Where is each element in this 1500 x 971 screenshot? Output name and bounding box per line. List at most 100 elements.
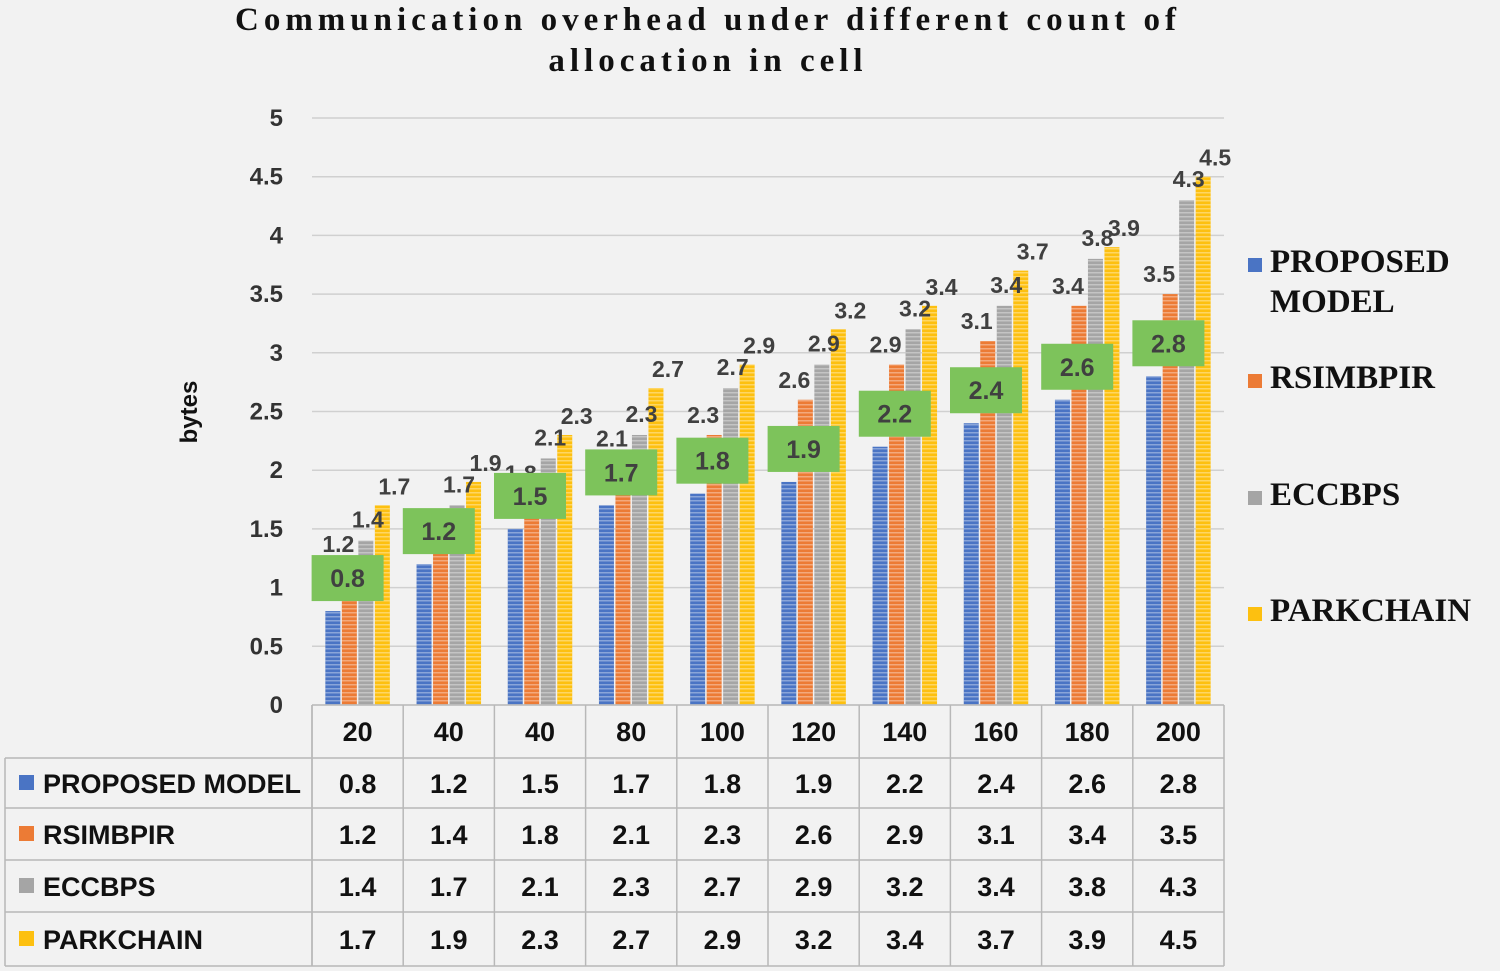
legend-swatch xyxy=(1248,258,1262,272)
bar-texture xyxy=(1088,259,1103,705)
data-label: 2.8 xyxy=(1151,330,1186,358)
y-tick-label: 1.5 xyxy=(250,516,283,543)
bar-texture xyxy=(648,388,663,705)
y-tick-label: 3.5 xyxy=(250,281,283,308)
bar-texture xyxy=(873,447,888,705)
y-tick-label: 0.5 xyxy=(250,633,283,660)
bar-texture xyxy=(433,541,448,705)
table-cell: 0.8 xyxy=(339,769,377,799)
y-axis-label: bytes xyxy=(176,381,203,444)
table-row-label: PROPOSED MODEL xyxy=(43,769,301,799)
table-cell: 3.2 xyxy=(795,925,833,955)
x-tick-label: 80 xyxy=(616,717,646,747)
data-label: 2.7 xyxy=(652,356,684,382)
x-tick-label: 20 xyxy=(343,717,373,747)
bar-texture xyxy=(814,365,829,705)
table-cell: 1.2 xyxy=(430,769,468,799)
table-row-label: ECCBPS xyxy=(43,872,156,902)
table-cell: 1.8 xyxy=(521,820,559,850)
x-tick-label: 180 xyxy=(1065,717,1110,747)
bar-texture xyxy=(524,494,539,705)
bar-texture xyxy=(615,458,630,705)
data-label: 2.3 xyxy=(561,403,593,429)
x-tick-label: 100 xyxy=(700,717,745,747)
table-cell: 2.3 xyxy=(612,872,650,902)
bar-texture xyxy=(740,365,755,705)
table-cell: 1.7 xyxy=(612,769,650,799)
data-label: 2.6 xyxy=(778,367,810,393)
table-cell: 2.7 xyxy=(704,872,742,902)
legend-swatch xyxy=(1248,607,1262,621)
x-tick-label: 40 xyxy=(525,717,555,747)
table-cell: 3.1 xyxy=(977,820,1015,850)
bar-texture xyxy=(831,329,846,705)
y-tick-label: 2 xyxy=(270,457,283,484)
table-cell: 2.1 xyxy=(521,872,559,902)
data-label: 2.4 xyxy=(969,377,1004,405)
table-cell: 2.3 xyxy=(521,925,559,955)
legend-label: ECCBPS xyxy=(1270,477,1400,513)
data-label: 2.9 xyxy=(870,332,902,358)
data-label: 2.9 xyxy=(808,331,840,357)
table-cell: 3.4 xyxy=(977,872,1015,902)
x-tick-label: 200 xyxy=(1156,717,1201,747)
chart: Communication overhead under different c… xyxy=(0,0,1500,971)
bar-texture xyxy=(1013,271,1028,705)
table-cell: 4.3 xyxy=(1160,872,1198,902)
y-tick-label: 1 xyxy=(270,575,283,602)
bar-texture xyxy=(325,611,340,705)
data-label: 1.7 xyxy=(604,459,639,487)
table-cell: 3.7 xyxy=(977,925,1015,955)
bar-texture xyxy=(906,329,921,705)
table-cell: 3.4 xyxy=(1068,820,1106,850)
table-cell: 2.1 xyxy=(612,820,650,850)
table-cell: 2.7 xyxy=(612,925,650,955)
y-tick-label: 5 xyxy=(270,105,283,132)
bar-texture xyxy=(1055,400,1070,705)
data-label: 2.2 xyxy=(877,401,912,429)
bar-texture xyxy=(922,306,937,705)
data-label: 3.4 xyxy=(1052,273,1084,299)
x-tick-label: 140 xyxy=(882,717,927,747)
data-label: 3.5 xyxy=(1143,261,1175,287)
x-tick-label: 40 xyxy=(434,717,464,747)
data-label: 3.4 xyxy=(926,274,958,300)
data-label: 2.6 xyxy=(1060,354,1095,382)
table-cell: 3.2 xyxy=(886,872,924,902)
data-label: 3.1 xyxy=(961,308,993,334)
table-legend-swatch xyxy=(19,931,34,946)
data-label: 3.7 xyxy=(1017,239,1049,265)
bar-texture xyxy=(1104,247,1119,705)
table-cell: 1.9 xyxy=(795,769,833,799)
table-cell: 1.4 xyxy=(339,872,377,902)
table-legend-swatch xyxy=(19,775,34,790)
table-legend-swatch xyxy=(19,878,34,893)
data-label: 1.8 xyxy=(695,448,730,476)
table-cell: 2.8 xyxy=(1160,769,1198,799)
y-tick-label: 4 xyxy=(270,222,284,249)
table-cell: 3.4 xyxy=(886,925,924,955)
legend-label: MODEL xyxy=(1270,284,1395,320)
bar-texture xyxy=(599,505,614,705)
table-cell: 2.6 xyxy=(1068,769,1106,799)
table-cell: 1.9 xyxy=(430,925,468,955)
bar-texture xyxy=(1146,376,1161,705)
legend-label: PARKCHAIN xyxy=(1270,593,1471,629)
y-tick-label: 2.5 xyxy=(250,399,283,426)
data-label: 1.5 xyxy=(513,483,548,511)
data-label: 3.2 xyxy=(834,297,866,323)
table-row-label: PARKCHAIN xyxy=(43,925,203,955)
table-cell: 4.5 xyxy=(1160,925,1198,955)
bar-texture xyxy=(1196,177,1211,705)
data-label: 0.8 xyxy=(330,565,365,593)
legend-swatch xyxy=(1248,374,1262,388)
y-tick-label: 0 xyxy=(270,692,283,719)
table-cell: 2.9 xyxy=(704,925,742,955)
legend-swatch xyxy=(1248,491,1262,505)
data-label: 1.9 xyxy=(470,450,502,476)
legend-label: PROPOSED xyxy=(1270,244,1450,280)
table-cell: 2.9 xyxy=(886,820,924,850)
bar-texture xyxy=(690,494,705,705)
table-cell: 3.5 xyxy=(1160,820,1198,850)
bar-texture xyxy=(508,529,523,705)
